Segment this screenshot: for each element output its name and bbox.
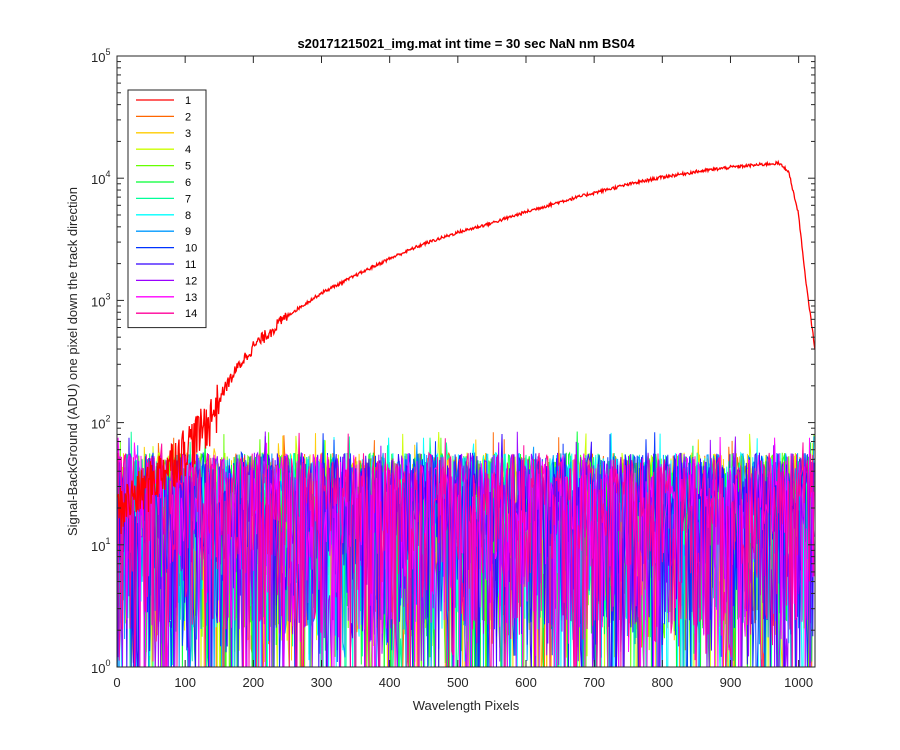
x-axis-label: Wavelength Pixels: [413, 698, 520, 713]
chart-title: s20171215021_img.mat int time = 30 sec N…: [297, 36, 635, 51]
x-tick-label: 100: [174, 675, 196, 690]
y-axis-label: Signal-BackGround (ADU) one pixel down t…: [65, 187, 80, 536]
legend-entry-label: 9: [185, 226, 191, 238]
y-tick-label: 101: [91, 536, 110, 554]
legend-entry-label: 3: [185, 128, 191, 140]
legend-entry-label: 8: [185, 210, 191, 222]
y-tick-label: 105: [91, 47, 110, 65]
legend-entry-label: 5: [185, 161, 191, 173]
legend-entry-label: 11: [185, 259, 196, 271]
x-tick-label: 300: [311, 675, 333, 690]
y-tick-label: 102: [91, 414, 110, 432]
axes-box: [116, 55, 816, 668]
legend-entry-label: 13: [185, 292, 197, 304]
y-tick-label: 100: [91, 658, 110, 676]
x-tick-label: 800: [651, 675, 673, 690]
legend-entry-label: 12: [185, 275, 197, 287]
y-tick-label: 103: [91, 291, 110, 309]
x-tick-label: 700: [583, 675, 605, 690]
legend-entry-label: 14: [185, 308, 197, 320]
x-tick-label: 200: [242, 675, 264, 690]
x-tick-label: 500: [447, 675, 469, 690]
legend-entry-label: 4: [185, 144, 191, 156]
x-tick-label: 0: [113, 675, 120, 690]
series-line-1: [117, 159, 815, 535]
legend-entry-label: 7: [185, 193, 191, 205]
y-tick-label: 104: [91, 169, 110, 187]
legend-entry-label: 2: [185, 111, 191, 123]
x-tick-label: 400: [379, 675, 401, 690]
legend-entry-label: 6: [185, 177, 191, 189]
legend-entry-label: 1: [185, 95, 191, 107]
legend-entry-label: 10: [185, 243, 197, 255]
x-tick-label: 600: [515, 675, 537, 690]
ticks: 0 100 200 300 400 500 600 700 800 900 100010010110…: [91, 47, 815, 690]
plot-lines: [117, 159, 815, 667]
series-line-14: [117, 432, 815, 667]
x-tick-label: 900: [720, 675, 742, 690]
legend-box: [127, 89, 207, 329]
x-tick-label: 1000: [784, 675, 813, 690]
